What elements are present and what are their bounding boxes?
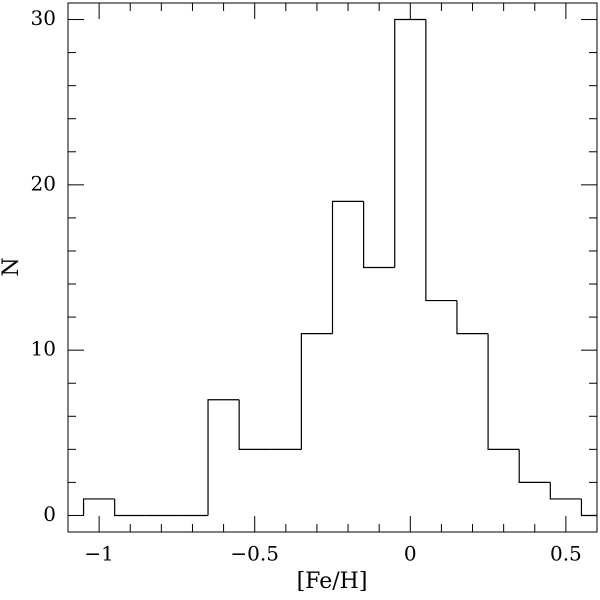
plot-frame xyxy=(67,2,598,533)
y-tick-label: 20 xyxy=(31,171,56,195)
histogram-bin xyxy=(82,498,115,516)
histogram-bin xyxy=(238,399,271,450)
x-tick-label: 0.5 xyxy=(550,542,582,566)
histogram-bin xyxy=(394,18,426,268)
histogram-bin xyxy=(549,482,582,500)
histogram-bin xyxy=(363,201,395,269)
histogram-bin xyxy=(518,449,551,484)
histogram xyxy=(82,18,597,517)
histogram-bin xyxy=(425,19,457,302)
histogram-bin xyxy=(331,200,364,334)
y-tick-label: 0 xyxy=(43,502,56,526)
x-tick-label: 0 xyxy=(404,542,417,566)
x-axis-label: [Fe/H] xyxy=(297,569,368,594)
histogram-bin xyxy=(114,498,146,517)
y-axis-label: N xyxy=(0,257,24,276)
y-tick-label: 30 xyxy=(31,6,56,30)
histogram-bin xyxy=(207,399,240,516)
histogram-bin xyxy=(580,498,597,517)
histogram-bin xyxy=(300,333,333,450)
x-tick-label: −1 xyxy=(84,542,113,566)
histogram-bin xyxy=(487,333,520,450)
histogram-bin xyxy=(456,300,489,335)
y-tick-label: 10 xyxy=(31,337,56,361)
x-tick-label: −0.5 xyxy=(230,542,279,566)
